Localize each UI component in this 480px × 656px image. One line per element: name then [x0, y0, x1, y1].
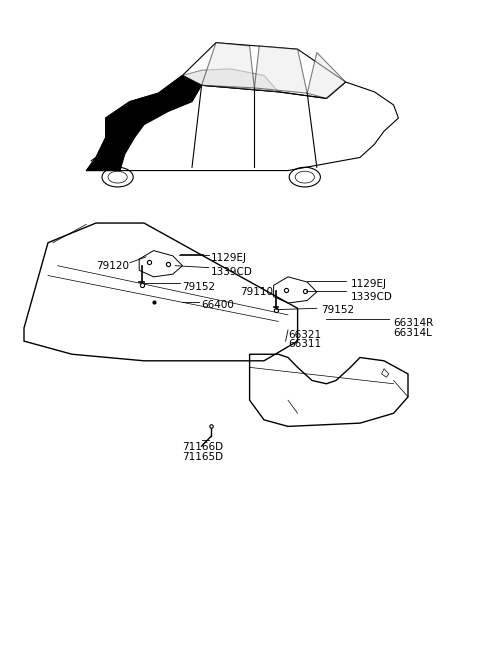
Text: 66314L: 66314L [394, 327, 432, 338]
Text: 79120: 79120 [96, 260, 130, 271]
Text: 79152: 79152 [182, 281, 216, 292]
Polygon shape [182, 69, 278, 92]
Polygon shape [307, 52, 346, 98]
Text: 66321: 66321 [288, 329, 321, 340]
Text: 71165D: 71165D [182, 452, 224, 462]
Text: 66400: 66400 [202, 300, 234, 310]
Polygon shape [254, 46, 307, 93]
Text: 1339CD: 1339CD [211, 267, 253, 277]
Text: 1129EJ: 1129EJ [211, 253, 247, 263]
Text: 79110: 79110 [240, 287, 274, 297]
Text: 71166D: 71166D [182, 442, 224, 453]
Text: 79152: 79152 [322, 305, 355, 316]
Text: 1339CD: 1339CD [350, 291, 392, 302]
Text: 1129EJ: 1129EJ [350, 279, 386, 289]
Text: 66311: 66311 [288, 339, 321, 350]
Polygon shape [86, 75, 202, 171]
Text: 66314R: 66314R [394, 318, 434, 328]
Polygon shape [202, 43, 254, 88]
